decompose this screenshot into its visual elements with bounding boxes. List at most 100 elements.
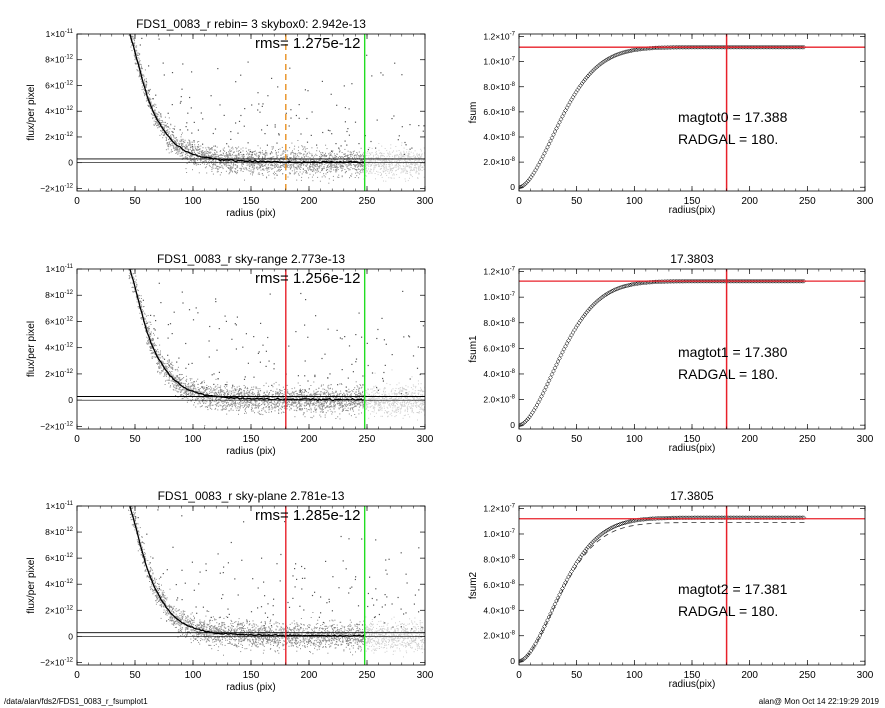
y-tick-label: 2.0×10-8 xyxy=(483,157,515,167)
x-tick-label: 0 xyxy=(516,434,522,445)
y-tick-label: 1.2×10-7 xyxy=(483,504,515,514)
x-tick-label: 150 xyxy=(243,196,260,207)
x-axis-label: radius (pix) xyxy=(226,446,275,457)
y-axis-label: fsum2 xyxy=(468,571,479,599)
y-tick-label: 0 xyxy=(510,656,515,666)
y-tick-label: 2×10-12 xyxy=(45,605,73,615)
footer-file-path: /data/alan/fds2/FDS1_0083_r_fsumplot1 xyxy=(4,697,148,706)
panel-title: 17.3803 xyxy=(670,252,714,266)
x-tick-label: 0 xyxy=(74,670,80,681)
x-axis-label: radius (pix) xyxy=(226,682,275,693)
y-axis-label: fsum xyxy=(468,102,479,124)
x-tick-label: 300 xyxy=(417,670,434,681)
y-tick-label: 2.0×10-8 xyxy=(483,395,515,405)
x-tick-label: 200 xyxy=(741,434,758,445)
panel-title: 17.3805 xyxy=(670,489,714,503)
x-tick-label: 300 xyxy=(417,434,434,445)
x-tick-label: 100 xyxy=(185,670,202,681)
x-tick-label: 300 xyxy=(417,196,434,207)
x-tick-label: 50 xyxy=(571,434,583,445)
y-tick-label: 4×10-12 xyxy=(45,106,73,116)
y-tick-label: 1.0×10-7 xyxy=(483,57,515,67)
magtot-annotation: magtot0 = 17.388 xyxy=(678,109,788,125)
x-tick-label: 100 xyxy=(185,196,202,207)
plot-frame xyxy=(76,268,426,430)
growth-panel-1: 0 50 100 150 200 250 300 0 2.0×10-8 4.0×10-8 6.0×1… xyxy=(468,32,874,216)
x-tick-label: 250 xyxy=(359,434,376,445)
y-tick-label: 6×10-12 xyxy=(45,80,73,90)
x-tick-label: 100 xyxy=(626,196,643,207)
x-axis-label: radius(pix) xyxy=(669,205,716,216)
x-tick-label: 100 xyxy=(626,670,643,681)
x-axis-label: radius(pix) xyxy=(669,679,716,690)
radgal-annotation: RADGAL = 180. xyxy=(678,603,778,619)
y-tick-label: −2×10-12 xyxy=(40,421,73,431)
x-tick-label: 250 xyxy=(359,196,376,207)
y-tick-label: 0 xyxy=(510,182,515,192)
y-tick-label: 2×10-12 xyxy=(45,132,73,142)
y-tick-label: 1×10-11 xyxy=(46,29,74,39)
y-tick-label: 1.0×10-7 xyxy=(483,529,515,539)
x-tick-label: 300 xyxy=(857,670,874,681)
x-tick-label: 50 xyxy=(129,196,141,207)
x-tick-label: 250 xyxy=(799,670,816,681)
y-tick-label: 4×10-12 xyxy=(45,343,73,353)
x-tick-label: 150 xyxy=(684,196,701,207)
rms-annotation: rms= 1.275e-12 xyxy=(255,35,360,52)
x-tick-label: 50 xyxy=(571,670,583,681)
y-tick-label: 8×10-12 xyxy=(45,290,73,300)
y-tick-label: 6.0×10-8 xyxy=(483,107,515,117)
y-tick-label: 6.0×10-8 xyxy=(483,343,515,353)
y-tick-label: 8.0×10-8 xyxy=(483,82,515,92)
x-tick-label: 0 xyxy=(516,670,522,681)
magtot-annotation: magtot2 = 17.381 xyxy=(678,581,788,597)
panel-title: FDS1_0083_r sky-plane 2.781e-13 xyxy=(158,489,345,503)
rms-annotation: rms= 1.256e-12 xyxy=(255,270,360,287)
y-axis-label: flux/per pixel xyxy=(26,321,37,377)
x-axis-label: radius(pix) xyxy=(669,443,716,454)
y-tick-label: 2×10-12 xyxy=(45,369,73,379)
y-tick-label: 0 xyxy=(68,158,73,168)
mean-profile-line xyxy=(129,506,365,638)
mean-profile-line xyxy=(129,269,365,402)
growth-panel-2: 0 50 100 150 200 250 300 0 2.0×10-8 4.0×10-8 6.0×1… xyxy=(468,252,874,454)
x-tick-label: 250 xyxy=(799,434,816,445)
y-tick-label: 0 xyxy=(510,420,515,430)
profile-panel-3: 0 50 100 150 200 250 300−2×10-1202×10-124×10-1… xyxy=(26,489,434,693)
x-tick-label: 50 xyxy=(129,670,141,681)
y-tick-label: 6×10-12 xyxy=(45,553,73,563)
x-tick-label: 0 xyxy=(74,196,80,207)
x-tick-label: 300 xyxy=(857,434,874,445)
y-tick-label: 8.0×10-8 xyxy=(483,554,515,564)
rms-annotation: rms= 1.285e-12 xyxy=(255,507,360,524)
y-tick-label: 1.2×10-7 xyxy=(483,267,515,277)
y-tick-label: 8.0×10-8 xyxy=(483,318,515,328)
profile-panel-1: 0 50 100 150 200 250 300−2×10-1202×10-124×10-1… xyxy=(26,17,434,219)
y-tick-label: 6.0×10-8 xyxy=(483,580,515,590)
x-tick-label: 100 xyxy=(185,434,202,445)
y-tick-label: 8×10-12 xyxy=(45,527,73,537)
sky-plane-curve xyxy=(518,522,805,662)
y-tick-label: −2×10-12 xyxy=(40,657,73,667)
magtot-annotation: magtot1 = 17.380 xyxy=(678,344,788,360)
panel-title: FDS1_0083_r rebin= 3 skybox0: 2.942e-13 xyxy=(136,17,366,31)
y-tick-label: 4.0×10-8 xyxy=(483,132,515,142)
x-tick-label: 200 xyxy=(301,196,318,207)
x-tick-label: 0 xyxy=(74,434,80,445)
y-tick-label: 4.0×10-8 xyxy=(483,605,515,615)
x-tick-label: 200 xyxy=(301,434,318,445)
mean-profile-line xyxy=(129,34,365,164)
x-tick-label: 150 xyxy=(243,434,260,445)
radgal-annotation: RADGAL = 180. xyxy=(678,131,778,147)
x-tick-label: 50 xyxy=(129,434,141,445)
x-tick-label: 200 xyxy=(741,670,758,681)
y-axis-label: flux/per pixel xyxy=(26,84,37,140)
x-tick-label: 250 xyxy=(799,196,816,207)
x-tick-label: 150 xyxy=(684,670,701,681)
y-tick-label: 4.0×10-8 xyxy=(483,369,515,379)
y-tick-label: 0 xyxy=(68,631,73,641)
x-tick-label: 100 xyxy=(626,434,643,445)
footer-timestamp: alan@ Mon Oct 14 22:19:29 2019 xyxy=(758,697,879,706)
x-tick-label: 300 xyxy=(857,196,874,207)
